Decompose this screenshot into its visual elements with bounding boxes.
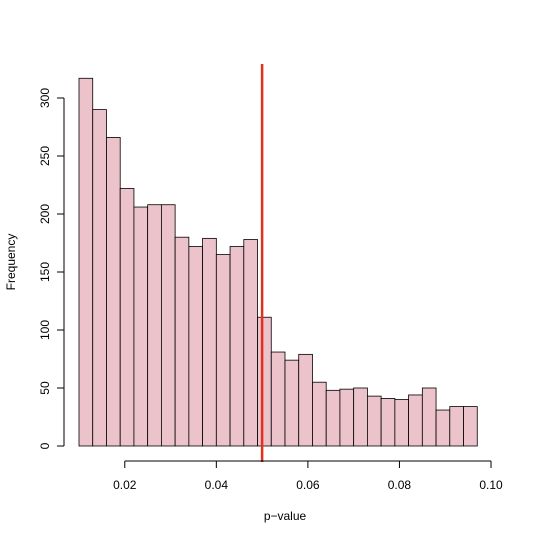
histogram-bar [408,394,423,447]
histogram-bar [257,316,272,447]
histogram-bar [160,204,176,447]
histogram-bar [243,239,258,447]
y-tick-label: 100 [38,320,52,340]
histogram-bar [174,236,190,447]
x-axis: 0.02 0.04 0.06 0.08 0.10 [113,460,503,492]
histogram-bar [229,246,245,447]
histogram-bar [188,246,203,447]
x-tick-label: 0.02 [113,478,137,492]
histogram-bar [421,387,437,447]
histogram-bar [339,388,355,447]
histogram-bar [298,353,313,447]
y-tick-label: 0 [38,442,52,449]
y-tick-label: 250 [38,146,52,166]
histogram-bar [202,237,217,447]
histogram-bar [394,399,409,447]
histogram-bar [435,409,451,447]
histogram-bar [380,398,396,447]
histogram-bar [106,137,121,447]
histogram-bar [463,406,478,447]
y-axis-title: Frequency [4,234,18,291]
histogram-bar [215,254,231,447]
histogram-bar [325,389,341,447]
y-tick-label: 50 [38,381,52,395]
x-tick-label: 0.06 [296,478,320,492]
histogram-bar [147,204,162,447]
x-tick-label: 0.04 [205,478,229,492]
histogram-bar [92,109,107,447]
histogram-bars [78,77,478,447]
histogram-bar [353,387,368,447]
histogram-bar [284,359,300,447]
x-axis-title: p−value [264,509,307,523]
y-tick-label: 300 [38,88,52,108]
histogram-bar [133,206,149,447]
histogram-bar [270,351,286,447]
histogram-bar [312,381,327,447]
y-axis: 0 50 100 150 200 250 300 [38,88,65,449]
histogram-bar [366,395,382,447]
histogram-bar [78,77,94,447]
y-tick-label: 200 [38,204,52,224]
histogram-bar [449,406,464,447]
x-tick-label: 0.08 [388,478,412,492]
histogram-bar [119,188,135,447]
y-tick-label: 150 [38,262,52,282]
x-tick-label: 0.10 [479,478,503,492]
